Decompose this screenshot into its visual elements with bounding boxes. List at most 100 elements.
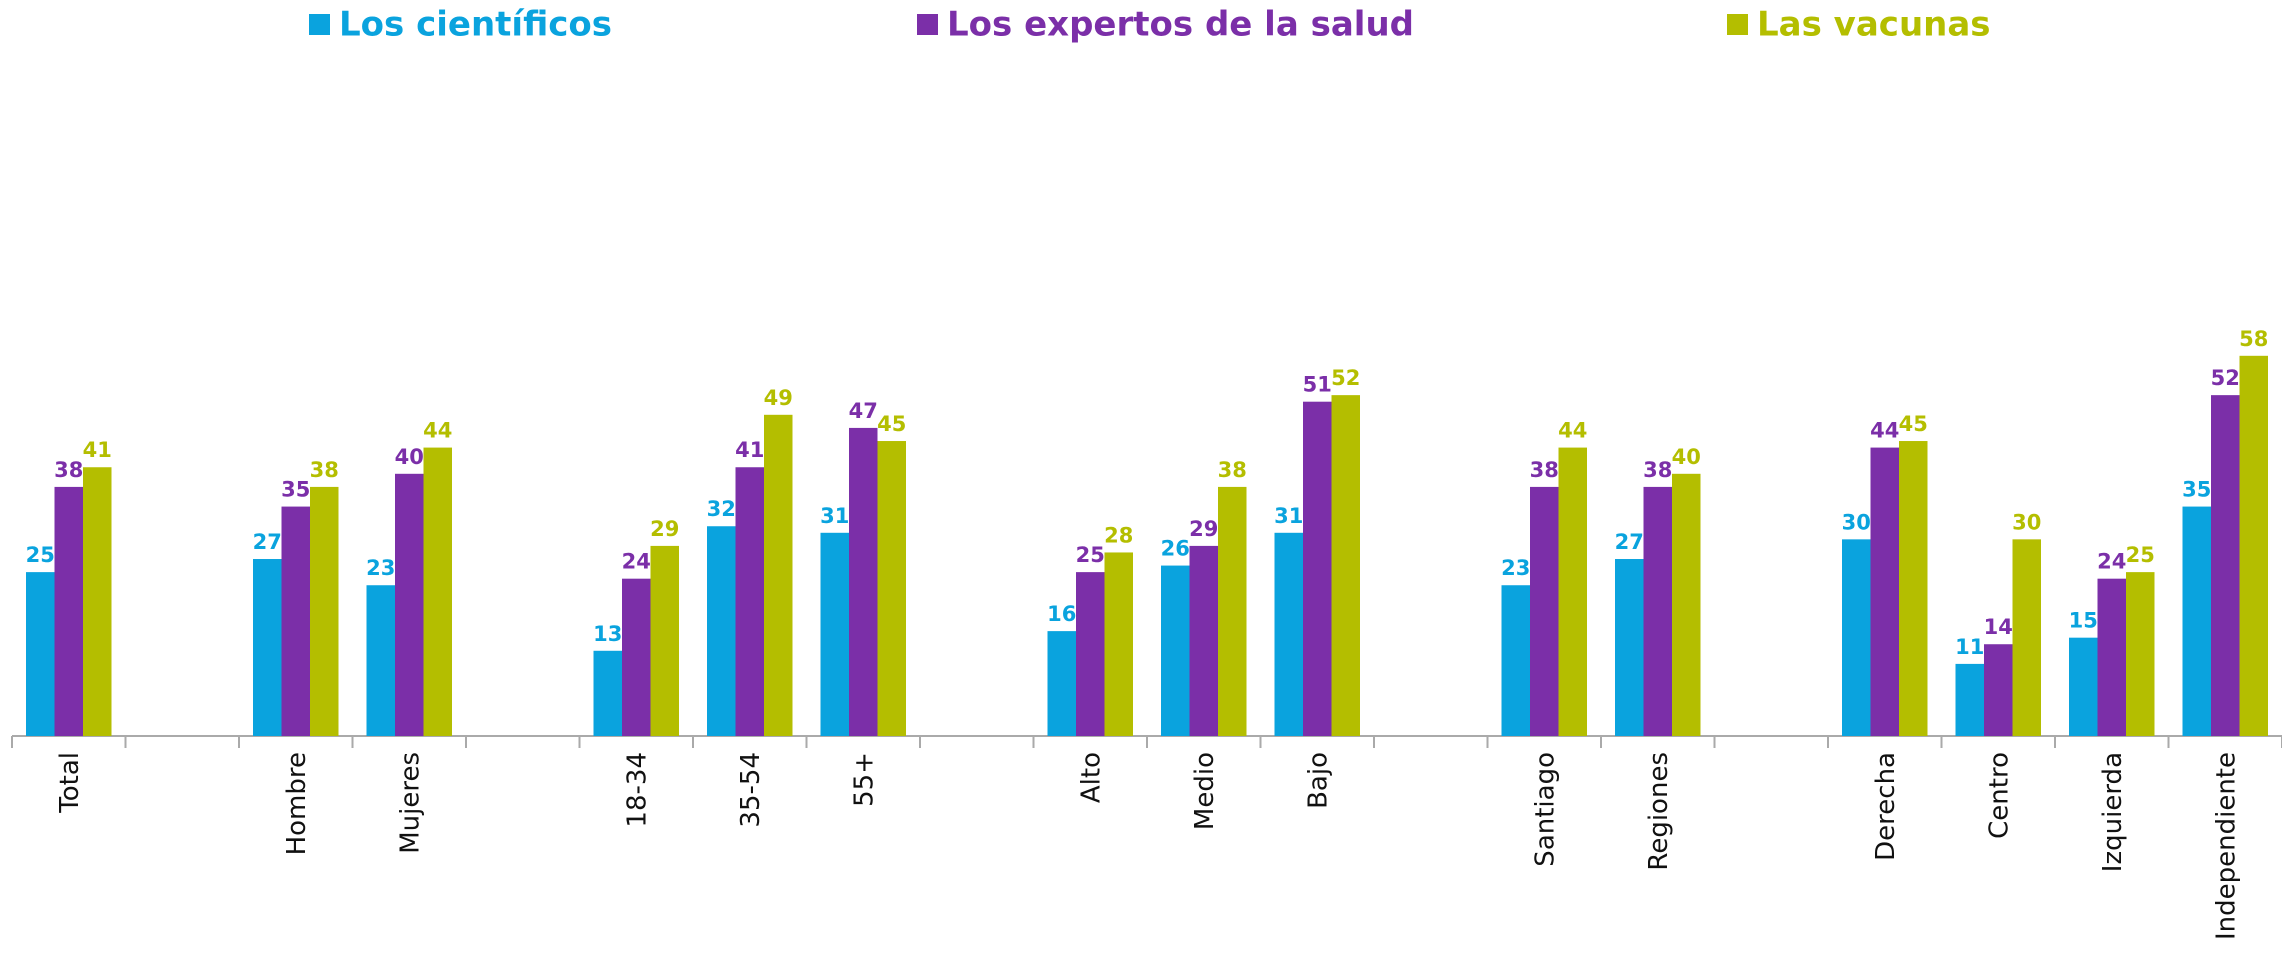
bar <box>2211 395 2240 736</box>
x-tick-label: Hombre <box>282 752 312 855</box>
value-label: 27 <box>253 530 282 554</box>
value-label: 25 <box>26 543 55 567</box>
legend-label: Los expertos de la salud <box>947 5 1414 45</box>
bar <box>253 559 282 736</box>
value-label: 23 <box>1501 556 1530 580</box>
bar <box>877 441 906 736</box>
bar <box>622 578 651 736</box>
x-tick-label: Medio <box>1190 752 1220 830</box>
value-label: 41 <box>83 438 112 462</box>
value-label: 24 <box>622 550 651 574</box>
value-label: 44 <box>423 419 452 443</box>
value-label: 38 <box>1643 458 1672 482</box>
bar <box>2012 539 2041 736</box>
x-tick-label: 55+ <box>849 752 879 807</box>
value-label: 30 <box>1842 510 1871 534</box>
bar <box>83 467 112 736</box>
bar <box>1955 663 1984 736</box>
value-label: 13 <box>593 622 622 646</box>
value-label: 40 <box>395 445 424 469</box>
bar <box>1530 486 1559 736</box>
value-label: 35 <box>2182 478 2211 502</box>
bar <box>1104 552 1133 736</box>
bar <box>593 650 622 736</box>
value-label: 11 <box>1955 635 1984 659</box>
bar <box>2182 506 2211 736</box>
bar <box>1303 401 1332 736</box>
bar <box>1899 441 1928 736</box>
x-tick-label: 18-34 <box>622 752 652 828</box>
value-label: 35 <box>281 478 310 502</box>
bar <box>849 427 878 736</box>
x-tick-label: Izquierda <box>2098 752 2128 872</box>
bar <box>54 486 83 736</box>
value-label: 24 <box>2097 550 2126 574</box>
value-label: 38 <box>1530 458 1559 482</box>
value-label: 45 <box>1899 412 1928 436</box>
bar <box>2126 572 2155 736</box>
bar <box>707 526 736 736</box>
x-tick-label: Independiente <box>2211 752 2241 940</box>
bar <box>1984 644 2013 736</box>
x-tick-label: Regiones <box>1644 752 1674 871</box>
value-label: 32 <box>707 497 736 521</box>
value-label: 45 <box>877 412 906 436</box>
bar <box>2097 578 2126 736</box>
value-label: 25 <box>1076 543 1105 567</box>
x-tick-label: Santiago <box>1530 752 1560 867</box>
bar <box>1274 532 1303 736</box>
x-tick-label: Derecha <box>1871 752 1901 861</box>
bar <box>1076 572 1105 736</box>
bar <box>1218 486 1247 736</box>
bar <box>820 532 849 736</box>
bar <box>423 447 452 736</box>
bar <box>26 572 55 736</box>
value-label: 38 <box>310 458 339 482</box>
value-label: 49 <box>764 386 793 410</box>
bar <box>1615 559 1644 736</box>
value-label: 23 <box>366 556 395 580</box>
bar <box>1047 631 1076 736</box>
bar <box>735 467 764 736</box>
value-label: 44 <box>1870 419 1899 443</box>
value-label: 40 <box>1672 445 1701 469</box>
value-label: 14 <box>1984 615 2013 639</box>
legend-label: Las vacunas <box>1757 5 1991 45</box>
value-label: 47 <box>849 399 878 423</box>
legend-label: Los científicos <box>339 5 612 45</box>
bar <box>281 506 310 736</box>
value-label: 30 <box>2012 510 2041 534</box>
value-label: 15 <box>2069 609 2098 633</box>
bar <box>1643 486 1672 736</box>
value-label: 25 <box>2126 543 2155 567</box>
bar <box>1161 565 1190 736</box>
value-label: 38 <box>1218 458 1247 482</box>
value-label: 28 <box>1104 523 1133 547</box>
value-label: 41 <box>735 438 764 462</box>
x-tick-label: Mujeres <box>395 752 425 854</box>
legend-swatch <box>309 14 330 35</box>
bar <box>310 486 339 736</box>
x-tick-label: Centro <box>1984 752 2014 839</box>
value-label: 29 <box>650 517 679 541</box>
value-label: 52 <box>1331 366 1360 390</box>
value-label: 38 <box>54 458 83 482</box>
bar <box>1331 395 1360 736</box>
bar <box>1558 447 1587 736</box>
legend-swatch <box>1727 14 1748 35</box>
value-label: 51 <box>1303 373 1332 397</box>
bar <box>1672 473 1701 736</box>
bar <box>395 473 424 736</box>
bar <box>2069 637 2098 736</box>
x-tick-label: Bajo <box>1303 752 1333 809</box>
value-label: 31 <box>1274 504 1303 528</box>
value-label: 44 <box>1558 419 1587 443</box>
x-tick-label: Alto <box>1076 752 1106 803</box>
bar <box>650 545 679 736</box>
value-label: 58 <box>2239 327 2268 351</box>
value-label: 26 <box>1161 537 1190 561</box>
value-label: 31 <box>820 504 849 528</box>
bar <box>1501 585 1530 736</box>
